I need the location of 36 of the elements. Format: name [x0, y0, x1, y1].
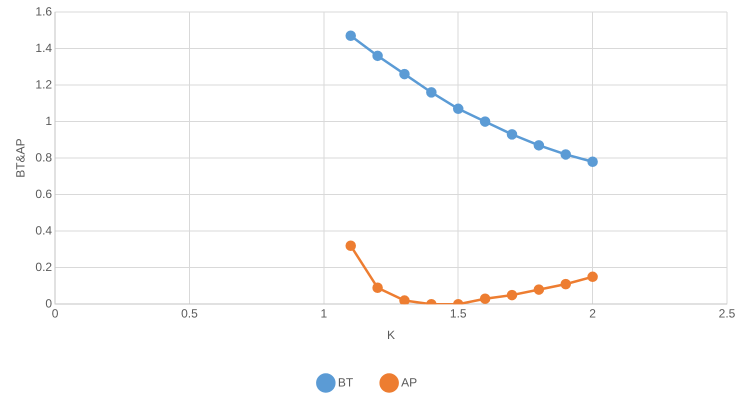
point — [399, 68, 410, 80]
point — [426, 87, 437, 98]
point — [345, 30, 356, 41]
point — [372, 50, 383, 62]
legend-label: AP — [401, 375, 418, 390]
point — [506, 290, 518, 300]
y-axis-title: BT&AP — [14, 138, 28, 178]
y-tick-label: 0.8 — [35, 150, 52, 164]
point — [399, 295, 410, 304]
point — [560, 278, 571, 290]
point — [534, 140, 544, 151]
point — [480, 116, 490, 127]
point — [452, 104, 464, 114]
x-tick-label: 2 — [589, 306, 596, 321]
x-tick-label: 1 — [320, 306, 328, 321]
point — [372, 282, 383, 294]
y-tick-label: 0.4 — [35, 223, 52, 238]
point — [587, 272, 598, 282]
y-tick-label: 1.2 — [35, 77, 52, 92]
x-axis-title: K — [387, 328, 396, 342]
point — [534, 284, 544, 295]
y-tick-label: 1 — [45, 114, 52, 128]
y-tick-label: 1.4 — [35, 40, 52, 55]
point — [506, 129, 518, 140]
point — [587, 156, 598, 168]
y-tick-label: 0 — [45, 296, 52, 311]
point — [560, 149, 571, 160]
point — [345, 240, 356, 252]
x-tick-label: 0.5 — [181, 306, 198, 321]
point — [480, 293, 490, 304]
y-tick-label: 0.2 — [35, 260, 52, 274]
y-tick-label: 0.6 — [35, 186, 52, 201]
legend-label: BT — [338, 375, 354, 390]
x-tick-label: 2.5 — [718, 306, 736, 321]
y-tick-label: 1.6 — [35, 4, 52, 18]
x-tick-label: 1.5 — [450, 306, 467, 321]
